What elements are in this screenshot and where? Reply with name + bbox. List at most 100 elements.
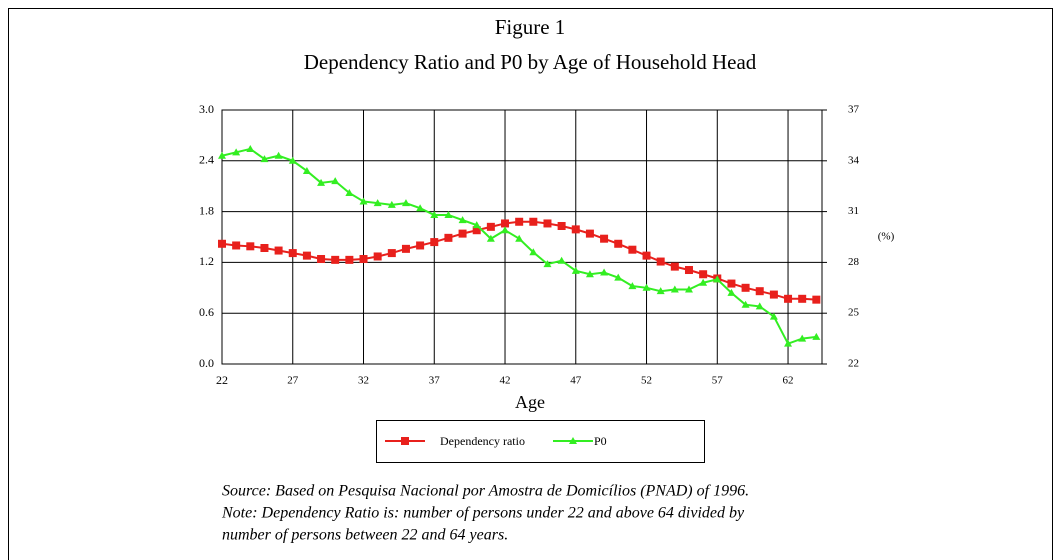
data-point bbox=[373, 252, 382, 261]
data-point bbox=[373, 199, 382, 207]
data-point bbox=[430, 238, 439, 247]
x-tick-label: 22 bbox=[216, 373, 228, 387]
data-point bbox=[600, 268, 609, 276]
data-point bbox=[670, 285, 679, 293]
y2-tick-label: 37 bbox=[848, 104, 860, 116]
data-point bbox=[387, 200, 396, 208]
data-point bbox=[684, 266, 693, 275]
data-point bbox=[600, 234, 609, 243]
data-point bbox=[571, 225, 580, 234]
data-point bbox=[812, 295, 821, 304]
data-point bbox=[557, 221, 566, 230]
data-point bbox=[486, 234, 495, 242]
data-point bbox=[741, 283, 750, 292]
data-point bbox=[557, 256, 566, 264]
data-point bbox=[585, 229, 594, 238]
data-point bbox=[246, 144, 255, 152]
data-point bbox=[727, 279, 736, 288]
legend-marker bbox=[569, 437, 577, 444]
data-point bbox=[260, 244, 269, 253]
data-point bbox=[656, 287, 665, 295]
legend bbox=[376, 420, 705, 463]
data-point bbox=[444, 210, 453, 218]
data-point bbox=[501, 226, 510, 234]
data-point bbox=[784, 294, 793, 303]
x-tick-label: 52 bbox=[641, 375, 652, 387]
data-point bbox=[529, 248, 538, 256]
data-point bbox=[812, 332, 821, 340]
chart-subtitle: Dependency Ratio and P0 by Age of Househ… bbox=[304, 50, 757, 74]
x-tick-label: 27 bbox=[287, 375, 299, 387]
data-point bbox=[656, 257, 665, 266]
data-point bbox=[246, 242, 255, 251]
data-point bbox=[684, 285, 693, 293]
data-point bbox=[699, 270, 708, 279]
y-tick-label: 0.0 bbox=[199, 356, 214, 370]
data-point bbox=[302, 251, 311, 260]
data-point bbox=[543, 260, 552, 268]
data-point bbox=[444, 233, 453, 242]
data-point bbox=[345, 188, 354, 196]
data-point bbox=[274, 246, 283, 255]
data-point bbox=[755, 287, 764, 296]
note: Note: Dependency Ratio is: number of per… bbox=[221, 505, 745, 522]
x-axis-label: Age bbox=[515, 392, 545, 412]
data-point bbox=[628, 282, 637, 290]
y-tick-label: 2.4 bbox=[199, 153, 214, 167]
data-point bbox=[317, 178, 326, 186]
data-point bbox=[401, 199, 410, 207]
data-point bbox=[614, 273, 623, 281]
data-point bbox=[769, 312, 778, 320]
legend-label: Dependency ratio bbox=[440, 434, 525, 448]
plot-border bbox=[221, 109, 823, 365]
x-tick-label: 47 bbox=[570, 375, 582, 387]
legend-label: P0 bbox=[594, 434, 607, 448]
data-point bbox=[288, 156, 297, 164]
data-point bbox=[359, 255, 368, 264]
data-point bbox=[670, 262, 679, 271]
data-point bbox=[515, 234, 524, 242]
data-point bbox=[628, 245, 637, 254]
data-point bbox=[642, 283, 651, 291]
y-tick-label: 0.6 bbox=[199, 305, 214, 319]
data-point bbox=[798, 294, 807, 303]
data-point bbox=[430, 210, 439, 218]
data-point bbox=[529, 217, 538, 226]
x-tick-label: 32 bbox=[358, 375, 369, 387]
y2-tick-label: 34 bbox=[848, 154, 860, 166]
data-point bbox=[458, 216, 467, 224]
data-point bbox=[260, 155, 269, 163]
x-tick-label: 57 bbox=[712, 375, 724, 387]
data-point bbox=[515, 217, 524, 226]
data-point bbox=[416, 204, 425, 212]
data-point bbox=[232, 241, 241, 250]
data-point bbox=[614, 239, 623, 248]
data-point bbox=[359, 197, 368, 205]
note: number of persons between 22 and 64 year… bbox=[222, 527, 508, 544]
x-tick-label: 42 bbox=[500, 375, 511, 387]
data-point bbox=[741, 300, 750, 308]
note: Source: Based on Pesquisa Nacional por A… bbox=[222, 483, 749, 500]
data-point bbox=[571, 266, 580, 274]
y2-tick-label: 22 bbox=[848, 358, 859, 370]
data-point bbox=[699, 278, 708, 286]
data-point bbox=[274, 151, 283, 159]
chart-title: Figure 1 bbox=[495, 15, 566, 39]
data-point bbox=[218, 151, 226, 159]
data-point bbox=[472, 221, 481, 229]
data-point bbox=[401, 244, 410, 253]
y-tick-label: 1.2 bbox=[199, 254, 214, 268]
data-point bbox=[727, 288, 736, 296]
legend-marker bbox=[401, 437, 409, 445]
y2-tick-label: 31 bbox=[848, 205, 859, 217]
data-point bbox=[501, 219, 510, 228]
y2-axis-label: (%) bbox=[878, 231, 895, 243]
x-tick-label: 62 bbox=[783, 375, 794, 387]
data-point bbox=[317, 255, 326, 264]
data-point bbox=[543, 219, 552, 228]
data-point bbox=[345, 255, 354, 264]
data-point bbox=[798, 334, 807, 342]
data-point bbox=[458, 229, 467, 238]
data-point bbox=[585, 270, 594, 278]
